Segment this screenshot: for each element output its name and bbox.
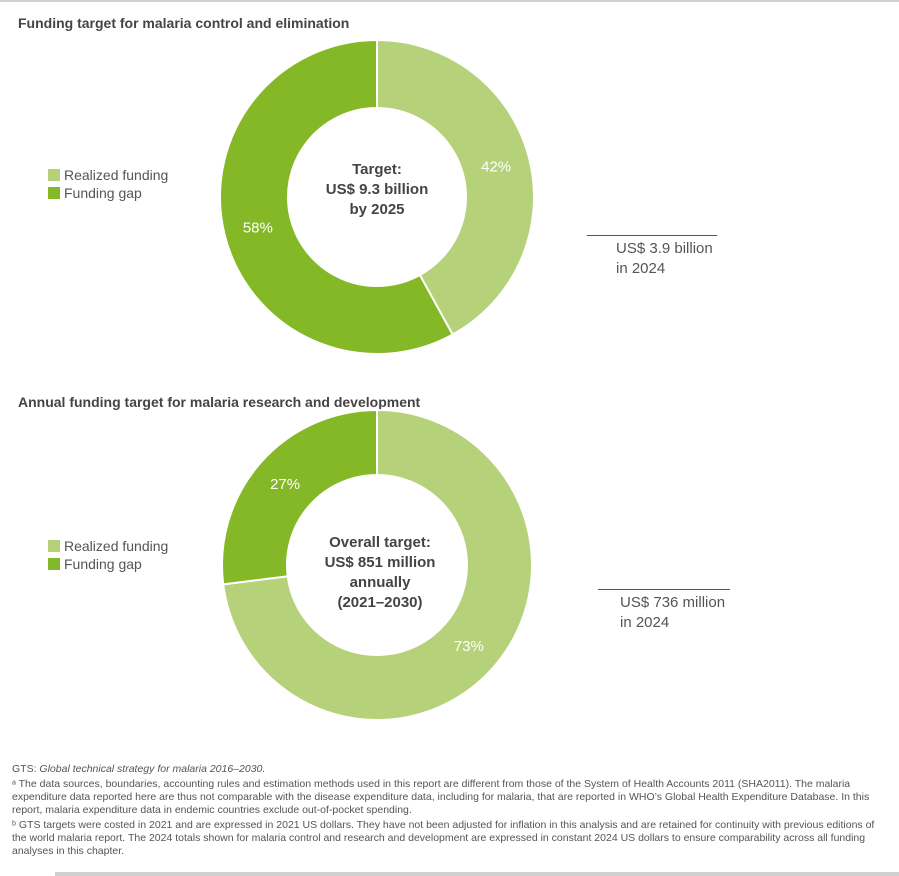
slice-percent-label: 73% <box>454 638 484 655</box>
footnote-b: ᵇ GTS targets were costed in 2021 and ar… <box>12 819 875 857</box>
donut-slice-funding-gap <box>221 408 378 586</box>
chart1-callout: US$ 3.9 billion in 2024 <box>616 239 713 279</box>
callout-line-2: in 2024 <box>620 614 670 631</box>
legend-label: Realized funding <box>64 538 169 554</box>
donut-slice-realized-funding <box>222 408 533 721</box>
legend-item-gap: Funding gap <box>48 184 168 202</box>
chart2-callout: US$ 736 million in 2024 <box>620 593 725 633</box>
gts-prefix: GTS: <box>12 763 40 775</box>
center-line: US$ 9.3 billion <box>325 181 429 198</box>
callout-line-2: in 2024 <box>616 260 666 277</box>
footnotes: GTS: Global technical strategy for malar… <box>12 763 887 860</box>
bottom-divider <box>55 872 899 876</box>
center-line: by 2025 <box>349 201 405 218</box>
slice-percent-label: 27% <box>270 476 300 493</box>
callout-line <box>587 235 717 236</box>
gts-title: Global technical strategy for malaria 20… <box>39 763 266 775</box>
center-line: Overall target: <box>329 534 431 551</box>
chart1-legend: Realized funding Funding gap <box>48 166 168 202</box>
slice-percent-label: 42% <box>481 158 511 175</box>
legend-swatch <box>48 540 60 552</box>
center-line: US$ 851 million <box>324 554 436 571</box>
gts-note: GTS: Global technical strategy for malar… <box>12 763 887 776</box>
slice-percent-label: 58% <box>243 220 273 237</box>
chart2-title: Annual funding target for malaria resear… <box>18 394 421 410</box>
legend-label: Realized funding <box>64 167 169 183</box>
legend-swatch <box>48 187 60 199</box>
center-line: (2021–2030) <box>337 594 423 611</box>
donut-slice-funding-gap <box>219 38 454 355</box>
callout-line-1: US$ 736 million <box>620 594 726 611</box>
donut-slice-realized-funding <box>376 38 535 336</box>
chart2-center-text: Overall target: US$ 851 million annually… <box>290 533 470 613</box>
callout-line-1: US$ 3.9 billion <box>616 240 713 257</box>
footnote-a: ᵃ The data sources, boundaries, accounti… <box>12 778 870 816</box>
legend-swatch <box>48 169 60 181</box>
legend-label: Funding gap <box>64 185 142 201</box>
legend-item-gap: Funding gap <box>48 555 168 573</box>
center-line: annually <box>349 574 411 591</box>
legend-swatch <box>48 558 60 570</box>
chart1-center-text: Target: US$ 9.3 billion by 2025 <box>287 160 467 220</box>
center-line: Target: <box>352 161 402 178</box>
chart2-legend: Realized funding Funding gap <box>48 537 168 573</box>
callout-line <box>598 589 730 590</box>
legend-item-realized: Realized funding <box>48 166 168 184</box>
top-divider <box>0 0 899 2</box>
legend-label: Funding gap <box>64 556 142 572</box>
chart1-title: Funding target for malaria control and e… <box>18 15 350 31</box>
legend-item-realized: Realized funding <box>48 537 168 555</box>
donut-charts: 42% 58% 73% 27% <box>219 38 535 721</box>
